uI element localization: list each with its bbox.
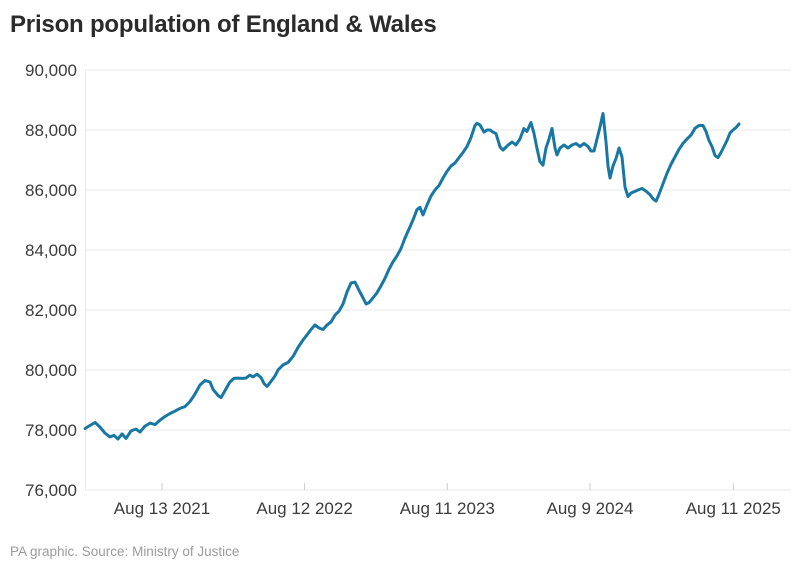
y-axis-tick-label: 84,000 — [25, 241, 77, 260]
y-axis-tick-label: 86,000 — [25, 181, 77, 200]
gridlines — [85, 69, 791, 491]
x-axis-tick-label: Aug 11 2025 — [686, 499, 781, 518]
x-axis-tick-label: Aug 13 2021 — [114, 499, 210, 518]
y-axis-tick-label: 76,000 — [25, 481, 77, 500]
y-axis-tick-label: 78,000 — [25, 421, 77, 440]
prison-population-line — [83, 112, 741, 441]
y-axis-tick-label: 80,000 — [25, 361, 77, 380]
x-axis-tick-label: Aug 9 2024 — [547, 499, 634, 518]
chart-title: Prison population of England & Wales — [10, 11, 437, 38]
y-axis-tick-label: 82,000 — [25, 301, 77, 320]
x-axis-tick-label: Aug 11 2023 — [400, 499, 495, 518]
y-axis-tick-label: 88,000 — [25, 121, 77, 140]
source-note: PA graphic. Source: Ministry of Justice — [10, 544, 240, 559]
data-series — [83, 112, 741, 441]
y-axis-tick-label: 90,000 — [25, 61, 77, 80]
axis-labels: 90,000 88,000 86,000 84,000 82,000 80,000 78,0… — [25, 61, 781, 518]
x-axis-tick-label: Aug 12 2022 — [256, 499, 352, 518]
